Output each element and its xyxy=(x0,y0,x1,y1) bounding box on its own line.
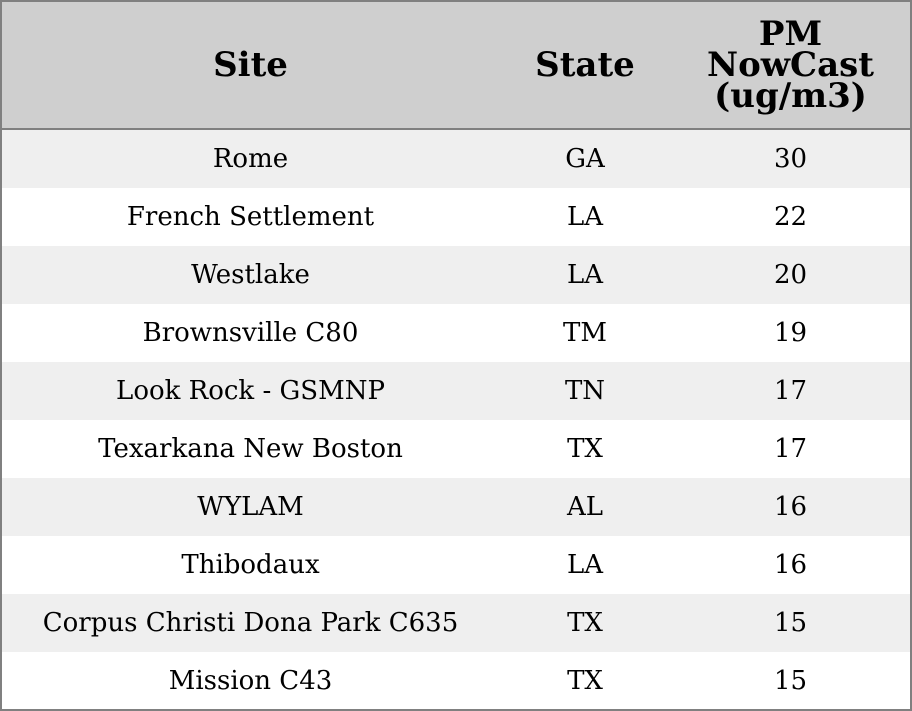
table-body: Rome GA 30 French Settlement LA 22 Westl… xyxy=(2,130,910,709)
table-row: WYLAM AL 16 xyxy=(2,478,910,536)
cell-site: Thibodaux xyxy=(181,550,320,580)
cell-site: WYLAM xyxy=(197,492,304,522)
column-header-state: State xyxy=(535,44,635,85)
table-row: Brownsville C80 TM 19 xyxy=(2,304,910,362)
column-header-pm-nowcast: PM NowCast (ug/m3) xyxy=(707,13,874,116)
cell-state: TM xyxy=(563,318,607,348)
cell-site: Corpus Christi Dona Park C635 xyxy=(42,608,459,638)
cell-pm-nowcast: 30 xyxy=(773,144,808,174)
table-row: Mission C43 TX 15 xyxy=(2,652,910,709)
cell-state: LA xyxy=(566,202,604,232)
cell-pm-nowcast: 20 xyxy=(773,260,808,290)
cell-site: French Settlement xyxy=(126,202,375,232)
cell-state: LA xyxy=(566,260,604,290)
cell-pm-nowcast: 15 xyxy=(773,665,808,696)
cell-state: TN xyxy=(564,376,606,406)
cell-pm-nowcast: 16 xyxy=(773,550,808,580)
cell-pm-nowcast: 17 xyxy=(773,434,808,464)
cell-state: AL xyxy=(566,492,604,522)
cell-state: GA xyxy=(565,144,605,174)
table-row: Westlake LA 20 xyxy=(2,246,910,304)
cell-state: TX xyxy=(567,608,603,638)
cell-site: Westlake xyxy=(191,260,310,290)
cell-state: TX xyxy=(567,434,603,464)
cell-site: Rome xyxy=(212,144,289,174)
cell-pm-nowcast: 16 xyxy=(773,492,808,522)
cell-pm-nowcast: 15 xyxy=(773,608,808,638)
cell-state: TX xyxy=(567,665,603,696)
table-row: Corpus Christi Dona Park C635 TX 15 xyxy=(2,594,910,652)
cell-pm-nowcast: 17 xyxy=(773,376,808,406)
table-row: Thibodaux LA 16 xyxy=(2,536,910,594)
table-header-row: Site State PM NowCast (ug/m3) xyxy=(2,2,910,130)
cell-state: LA xyxy=(566,550,604,580)
table-row: Texarkana New Boston TX 17 xyxy=(2,420,910,478)
table-row: Rome GA 30 xyxy=(2,130,910,188)
table-row: French Settlement LA 22 xyxy=(2,188,910,246)
table-row: Look Rock - GSMNP TN 17 xyxy=(2,362,910,420)
cell-site: Look Rock - GSMNP xyxy=(116,376,385,406)
cell-site: Brownsville C80 xyxy=(142,318,359,348)
cell-site: Mission C43 xyxy=(168,665,333,696)
column-header-site: Site xyxy=(213,44,288,85)
cell-pm-nowcast: 19 xyxy=(773,318,808,348)
cell-site: Texarkana New Boston xyxy=(98,434,403,464)
cell-pm-nowcast: 22 xyxy=(773,202,808,232)
